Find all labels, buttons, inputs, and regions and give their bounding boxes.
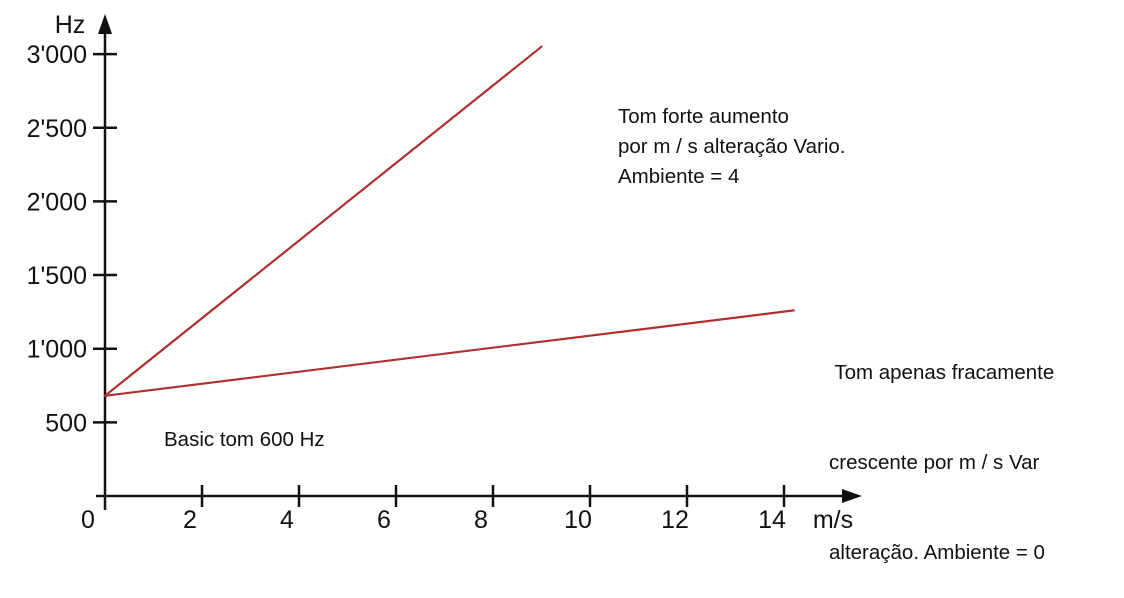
x-tick-label: 2 <box>183 506 197 531</box>
annotation-line: crescente por m / s Var <box>829 451 1040 474</box>
annotation-line: Tom forte aumento <box>618 105 789 128</box>
chart: 500 1'000 1'500 2'000 2'500 3'000 0 2 4 6 8 10 12 14 H… <box>27 11 862 531</box>
y-tick-label: 2'500 <box>27 115 87 143</box>
annotation-line: alteração. Ambiente = 0 <box>829 541 1045 564</box>
annotation-line: Ambiente = 4 <box>618 165 740 188</box>
x-tick-label: 4 <box>280 506 294 531</box>
x-tick-label: 8 <box>474 506 488 531</box>
annotation-weak-increase: Tom apenas fracamente crescente por m / … <box>829 298 1054 598</box>
x-tick-label: 6 <box>377 506 391 531</box>
y-tick-label: 2'000 <box>27 188 87 216</box>
y-tick-label: 3'000 <box>27 41 87 69</box>
axes <box>96 14 862 510</box>
annotation-line: Basic tom 600 Hz <box>164 428 325 451</box>
x-axis-arrow-icon <box>842 489 862 503</box>
y-tick-label: 1'000 <box>27 336 87 364</box>
x-axis-unit: m/s <box>813 506 853 531</box>
annotation-strong-increase: Tom forte aumento por m / s alteração Va… <box>618 102 846 192</box>
series-group <box>103 45 795 397</box>
x-tick-label: 0 <box>81 506 95 531</box>
annotation-line: por m / s alteração Vario. <box>618 135 846 158</box>
annotation-basic-tone: Basic tom 600 Hz <box>164 425 325 455</box>
y-tick-label: 1'500 <box>27 262 87 290</box>
y-axis-arrow-icon <box>98 14 112 34</box>
y-tick-label: 500 <box>45 409 87 437</box>
x-tick-label: 10 <box>564 506 592 531</box>
ticks-group: 500 1'000 1'500 2'000 2'500 3'000 0 2 4 6 8 10 12 14 H… <box>27 11 854 531</box>
x-tick-label: 14 <box>758 506 786 531</box>
y-axis-unit: Hz <box>55 11 86 39</box>
series-line-2 <box>103 309 795 397</box>
x-tick-label: 12 <box>661 506 689 531</box>
series-line-1 <box>103 45 543 397</box>
annotation-line: Tom apenas fracamente <box>829 361 1055 384</box>
